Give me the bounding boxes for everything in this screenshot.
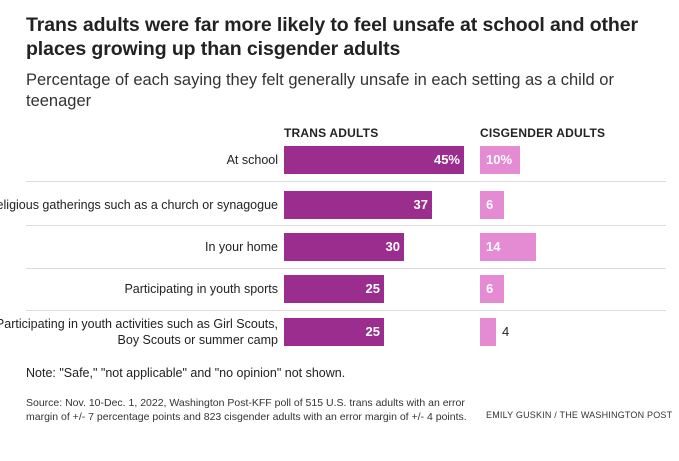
data-label-trans-adults: 30: [385, 239, 400, 254]
chart-note: Note: "Safe," "not applicable" and "no o…: [26, 366, 346, 380]
row-divider: [26, 310, 666, 311]
data-label-cisgender-adults: 6: [486, 281, 494, 296]
legend-cisgender-adults: CISGENDER ADULTS: [480, 126, 606, 140]
category-label: Participating in youth activities such a…: [0, 317, 278, 347]
chart-subtitle: Percentage of each saying they felt gene…: [26, 71, 614, 110]
chart-source: Source: Nov. 10-Dec. 1, 2022, Washington…: [26, 397, 467, 423]
chart-title: Trans adults were far more likely to fee…: [26, 14, 638, 60]
data-label-cisgender-adults: 4: [502, 324, 510, 339]
bar-cisgender-adults: [480, 146, 520, 174]
data-label-cisgender-adults: 6: [486, 197, 494, 212]
data-label-trans-adults: 45%: [433, 152, 460, 167]
chart-credit: EMILY GUSKIN / THE WASHINGTON POST: [486, 410, 673, 420]
data-label-trans-adults: 37: [413, 197, 428, 212]
data-label-trans-adults: 25: [365, 281, 380, 296]
category-label: Participating in youth sports: [124, 282, 278, 296]
data-label-cisgender-adults: 14: [486, 239, 501, 254]
row-divider: [26, 268, 666, 269]
legend-trans-adults: TRANS ADULTS: [284, 126, 379, 140]
bar-trans-adults: [284, 318, 384, 346]
data-label-trans-adults: 25: [365, 324, 380, 339]
data-label-cisgender-adults: 10%: [486, 152, 513, 167]
bar-trans-adults: [284, 275, 384, 303]
row-divider: [26, 181, 666, 182]
bar-cisgender-adults: [480, 191, 504, 219]
bar-cisgender-adults: [480, 318, 496, 346]
bar-cisgender-adults: [480, 233, 536, 261]
row-divider: [26, 225, 666, 226]
category-label: In your home: [205, 240, 278, 254]
bar-trans-adults: [284, 146, 464, 174]
bar-cisgender-adults: [480, 275, 504, 303]
bar-trans-adults: [284, 191, 432, 219]
category-label: In religious gatherings such as a church…: [0, 198, 278, 212]
category-label: At school: [226, 153, 278, 167]
bar-trans-adults: [284, 233, 404, 261]
